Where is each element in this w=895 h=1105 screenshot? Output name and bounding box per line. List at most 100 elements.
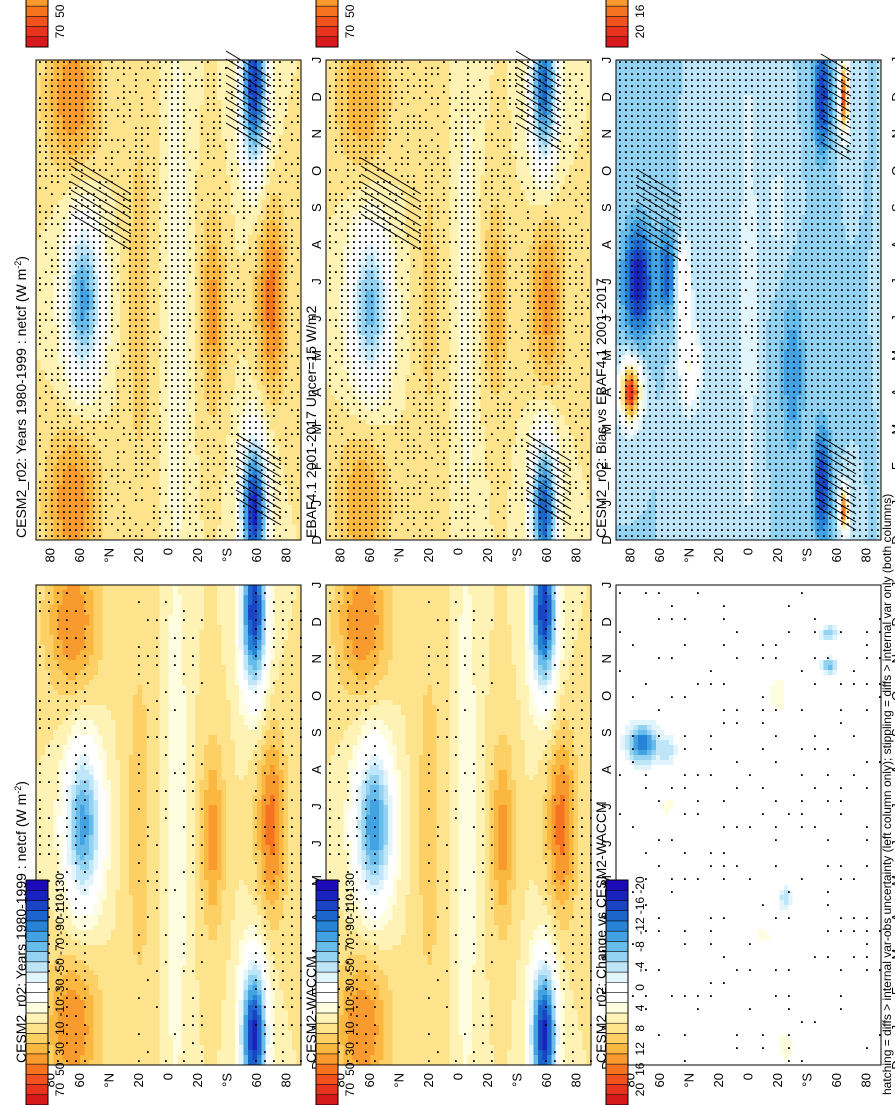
heatmap-cell	[283, 469, 288, 475]
heatmap-cell	[288, 454, 293, 460]
heatmap-cell	[111, 439, 116, 445]
heatmap-cell	[191, 469, 196, 475]
heatmap-cell	[230, 434, 235, 440]
panel-cesm2-r02-left: DJFMAMJJASONDJ80 60 °N 20 0 20 °S 60 80CESM2_r02…	[13, 51, 324, 563]
heatmap-cell	[155, 464, 160, 470]
heatmap-cell	[230, 439, 235, 445]
heatmap-cell	[129, 469, 134, 475]
heatmap-cell	[292, 449, 297, 455]
heatmap-cell	[204, 474, 209, 480]
heatmap-cell	[129, 474, 134, 480]
heatmap-cell	[54, 434, 59, 440]
heatmap-cell	[226, 494, 231, 500]
heatmap-cell	[191, 459, 196, 465]
heatmap-cell	[124, 479, 129, 485]
heatmap-cell	[279, 504, 284, 510]
heatmap-cell	[204, 504, 209, 510]
heatmap-cell	[270, 524, 275, 530]
heatmap-cell	[173, 434, 178, 440]
heatmap-cell	[107, 474, 112, 480]
heatmap-cell	[107, 489, 112, 495]
heatmap-cell	[80, 434, 85, 440]
heatmap-cell	[36, 494, 41, 500]
heatmap-cell	[146, 514, 151, 520]
heatmap-cell	[182, 434, 187, 440]
heatmap-cell	[288, 449, 293, 455]
heatmap-cell	[129, 509, 134, 515]
heatmap-cell	[222, 434, 227, 440]
heatmap-cell	[111, 499, 116, 505]
heatmap-cell	[111, 524, 116, 530]
heatmap-cell	[120, 474, 125, 480]
heatmap-cell	[102, 459, 107, 465]
heatmap-cell	[208, 504, 213, 510]
heatmap-cell	[164, 524, 169, 530]
heatmap-cell	[124, 464, 129, 470]
heatmap-cell	[138, 504, 143, 510]
heatmap-cell	[107, 494, 112, 500]
heatmap-cell	[226, 464, 231, 470]
heatmap-cell	[292, 494, 297, 500]
heatmap-cell	[230, 494, 235, 500]
heatmap-cell	[195, 494, 200, 500]
heatmap-cell	[107, 514, 112, 520]
heatmap-cell	[45, 494, 50, 500]
heatmap-cell	[199, 469, 204, 475]
heatmap-cell	[40, 449, 45, 455]
heatmap-cell	[177, 524, 182, 530]
heatmap-cell	[133, 494, 138, 500]
heatmap-cell	[199, 494, 204, 500]
heatmap-cell	[169, 464, 174, 470]
heatmap-cell	[80, 524, 85, 530]
heatmap-cell	[102, 449, 107, 455]
heatmap-cell	[124, 524, 129, 530]
heatmap-cell	[279, 449, 284, 455]
heatmap-cell	[199, 519, 204, 525]
heatmap-cell	[208, 464, 213, 470]
heatmap-cell	[142, 479, 147, 485]
heatmap-cell	[169, 494, 174, 500]
heatmap-cell	[222, 519, 227, 525]
heatmap-cell	[208, 459, 213, 465]
heatmap-cell	[292, 489, 297, 495]
heatmap-cell	[58, 434, 63, 440]
heatmap-cell	[191, 529, 196, 535]
heatmap-cell	[107, 519, 112, 525]
heatmap-cell	[49, 434, 54, 440]
plot-area: DJFMAMJJASONDJ80 60 °N 20 0 20 °S 60 80CESM2_r02…	[13, 51, 324, 563]
heatmap-cell	[226, 514, 231, 520]
heatmap-cell	[199, 534, 204, 540]
heatmap-cell	[116, 464, 121, 470]
heatmap-cell	[217, 434, 222, 440]
heatmap-cell	[186, 464, 191, 470]
heatmap-cell	[107, 484, 112, 490]
heatmap-cell	[98, 494, 103, 500]
heatmap-cell	[36, 454, 41, 460]
heatmap-cell	[133, 479, 138, 485]
heatmap-cell	[204, 494, 209, 500]
heatmap-cell	[124, 509, 129, 515]
heatmap-cell	[275, 439, 280, 445]
heatmap-cell	[111, 494, 116, 500]
heatmap-cell	[63, 464, 68, 470]
heatmap-cell	[191, 454, 196, 460]
heatmap-cell	[195, 449, 200, 455]
heatmap-cell	[58, 494, 63, 500]
heatmap-cell	[177, 464, 182, 470]
heatmap-cell	[160, 524, 165, 530]
heatmap-cell	[129, 444, 134, 450]
heatmap-cell	[40, 439, 45, 445]
heatmap-cell	[36, 524, 41, 530]
heatmap-cell	[129, 464, 134, 470]
heatmap-cell	[40, 514, 45, 520]
heatmap-cell	[124, 469, 129, 475]
heatmap-cell	[58, 469, 63, 475]
heatmap-cell	[213, 489, 218, 495]
heatmap-cell	[222, 464, 227, 470]
heatmap-cell	[98, 524, 103, 530]
heatmap-cell	[40, 504, 45, 510]
heatmap-cell	[208, 479, 213, 485]
heatmap-cell	[120, 529, 125, 535]
heatmap-cell	[248, 434, 253, 440]
